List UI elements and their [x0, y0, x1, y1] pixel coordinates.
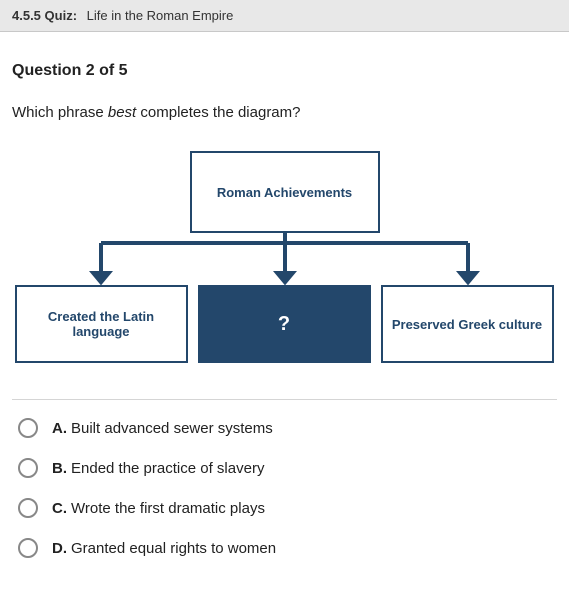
- quiz-title: Life in the Roman Empire: [87, 8, 234, 23]
- quiz-header: 4.5.5 Quiz: Life in the Roman Empire: [0, 0, 569, 32]
- answer-option[interactable]: D.Granted equal rights to women: [18, 538, 551, 558]
- answer-letter: C.: [52, 500, 67, 517]
- content-area: Question 2 of 5 Which phrase best comple…: [0, 32, 569, 590]
- diagram-bottom-label: Preserved Greek culture: [392, 317, 542, 332]
- answer-text: B.Ended the practice of slavery: [52, 460, 264, 477]
- radio-icon[interactable]: [18, 418, 38, 438]
- question-prompt: Which phrase best completes the diagram?: [12, 104, 557, 121]
- divider: [12, 399, 557, 400]
- diagram-bottom-label: Created the Latin language: [21, 309, 182, 339]
- answer-option[interactable]: B.Ended the practice of slavery: [18, 458, 551, 478]
- diagram-bottom-box-2: ?: [198, 285, 371, 363]
- prompt-emphasis: best: [108, 104, 136, 121]
- diagram-bottom-box-1: Created the Latin language: [15, 285, 188, 363]
- prompt-pre: Which phrase: [12, 104, 108, 121]
- answer-letter: D.: [52, 540, 67, 557]
- prompt-post: completes the diagram?: [136, 104, 300, 121]
- diagram-top-box: Roman Achievements: [190, 151, 380, 233]
- answer-body: Built advanced sewer systems: [71, 420, 273, 437]
- quiz-label: Quiz:: [45, 8, 78, 23]
- radio-icon[interactable]: [18, 498, 38, 518]
- answer-body: Ended the practice of slavery: [71, 460, 264, 477]
- answer-text: A.Built advanced sewer systems: [52, 420, 273, 437]
- answer-letter: B.: [52, 460, 67, 477]
- diagram-question-mark: ?: [278, 313, 290, 336]
- answer-option[interactable]: C.Wrote the first dramatic plays: [18, 498, 551, 518]
- answer-letter: A.: [52, 420, 67, 437]
- question-counter: Question 2 of 5: [12, 62, 557, 80]
- radio-icon[interactable]: [18, 538, 38, 558]
- answer-text: D.Granted equal rights to women: [52, 540, 276, 557]
- answer-option[interactable]: A.Built advanced sewer systems: [18, 418, 551, 438]
- diagram-bottom-box-3: Preserved Greek culture: [381, 285, 554, 363]
- answer-list: A.Built advanced sewer systems B.Ended t…: [12, 418, 557, 558]
- answer-text: C.Wrote the first dramatic plays: [52, 500, 265, 517]
- answer-body: Wrote the first dramatic plays: [71, 500, 265, 517]
- answer-body: Granted equal rights to women: [71, 540, 276, 557]
- diagram-top-label: Roman Achievements: [217, 185, 352, 200]
- section-number: 4.5.5: [12, 8, 41, 23]
- diagram: Roman Achievements Created the Latin lan…: [15, 151, 555, 363]
- radio-icon[interactable]: [18, 458, 38, 478]
